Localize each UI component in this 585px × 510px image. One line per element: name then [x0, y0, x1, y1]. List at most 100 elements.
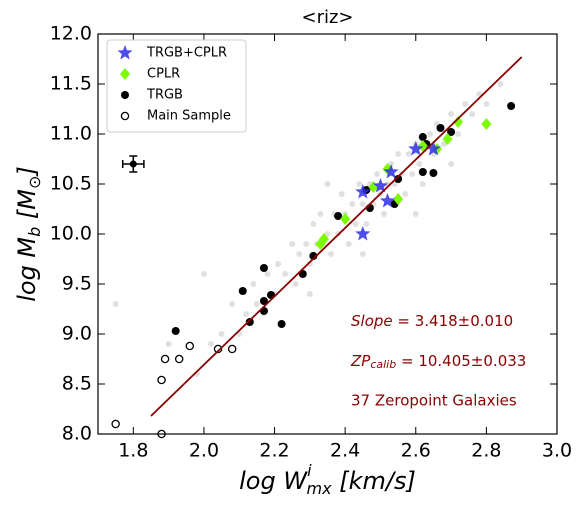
- main-sample-point: [120, 111, 130, 121]
- sample-point: [345, 241, 352, 247]
- sample-point: [296, 251, 303, 257]
- zp-annotation: ZPcalib = 10.405±0.033: [350, 352, 526, 372]
- trgb-cplr-point: [425, 141, 441, 156]
- x-tick-label: 1.8: [118, 440, 148, 462]
- sample-point: [218, 331, 225, 337]
- cplr-point: [120, 68, 130, 80]
- y-tick-label: 9.0: [62, 323, 92, 345]
- sample-point: [395, 151, 402, 157]
- sample-point: [243, 311, 250, 317]
- y-label-unit: [M: [13, 189, 41, 227]
- sample-point: [282, 271, 289, 277]
- zp-value: = 10.405±0.033: [396, 352, 526, 370]
- sample-point: [328, 251, 335, 257]
- sample-point: [317, 211, 324, 217]
- x-axis-label: log Wi mx [km/s]: [239, 461, 416, 498]
- x-tick-label: 2.2: [259, 440, 289, 462]
- sample-point: [469, 111, 476, 117]
- sample-point: [462, 101, 469, 107]
- cplr-point: [442, 133, 453, 145]
- y-label-unit-end: ]: [13, 166, 41, 176]
- main-sample-point: [160, 354, 170, 364]
- trgb-point: [429, 169, 438, 177]
- y-tick-label: 11.0: [50, 123, 92, 145]
- cplr-point: [417, 140, 428, 152]
- x-tick-label: 2.8: [471, 440, 501, 462]
- x-label-sup: i: [307, 461, 312, 480]
- trgb-point: [245, 318, 254, 326]
- trgb-point: [259, 297, 268, 305]
- sample-point: [310, 221, 317, 227]
- x-tick-label: 3.0: [542, 440, 572, 462]
- trgb-point: [238, 287, 247, 295]
- main-sample-point: [227, 344, 237, 354]
- sample-point: [419, 181, 426, 187]
- trgb-cplr-point: [117, 45, 133, 60]
- y-tick-label: 8.5: [62, 373, 92, 395]
- trgb-point: [507, 102, 516, 110]
- sample-point: [405, 151, 412, 157]
- sample-point: [264, 271, 271, 277]
- sample-point: [292, 281, 299, 287]
- main-sample-point: [213, 344, 223, 354]
- sample-point: [250, 281, 257, 287]
- x-tick-label: 2.4: [330, 440, 360, 462]
- fit-line: [150, 56, 523, 417]
- sample-point: [352, 221, 359, 227]
- legend-box: [106, 39, 247, 133]
- sample-point: [289, 241, 296, 247]
- cplr-point: [481, 118, 492, 130]
- sample-point: [165, 341, 172, 347]
- legend-label: TRGB+CPLR: [146, 46, 227, 61]
- sample-point: [306, 291, 313, 297]
- trgb-point: [277, 320, 286, 328]
- sample-point: [455, 131, 462, 137]
- error-point: [129, 160, 137, 168]
- sample-point: [112, 301, 119, 307]
- zp-sub: calib: [370, 358, 396, 371]
- trgb-point: [436, 124, 445, 132]
- x-label-sub: mx: [307, 479, 333, 498]
- sample-point: [402, 191, 409, 197]
- trgb-point: [334, 212, 343, 220]
- sample-point: [412, 211, 419, 217]
- trgb-point: [171, 327, 180, 335]
- trgb-point: [447, 128, 456, 136]
- sample-point: [416, 161, 423, 167]
- x-label-unit: [km/s]: [332, 467, 416, 495]
- sample-point: [448, 111, 455, 117]
- trgb-point: [121, 91, 129, 99]
- sample-point: [426, 131, 433, 137]
- sample-point: [483, 101, 490, 107]
- cplr-point: [340, 213, 351, 225]
- sample-point: [207, 341, 214, 347]
- cplr-point: [318, 233, 329, 245]
- legend-label: TRGB: [146, 88, 183, 103]
- trgb-cplr-point: [408, 141, 424, 156]
- sample-point: [349, 201, 356, 207]
- zp-name: ZP: [350, 352, 371, 370]
- cplr-point: [393, 193, 404, 205]
- sample-point: [448, 161, 455, 167]
- trgb-point: [394, 175, 403, 183]
- slope-name: Slope: [351, 312, 393, 330]
- sample-point: [497, 81, 504, 87]
- chart-title: <riz>: [301, 7, 353, 28]
- trgb-point: [418, 133, 427, 141]
- sample-point: [324, 181, 331, 187]
- y-tick-label: 11.5: [50, 73, 92, 95]
- x-tick-label: 2.0: [189, 440, 219, 462]
- sample-point: [253, 301, 260, 307]
- sample-point: [363, 221, 370, 227]
- sample-point: [275, 261, 282, 267]
- main-sample-point: [174, 354, 184, 364]
- trgb-cplr-point: [372, 178, 389, 193]
- y-tick-label: 10.5: [50, 173, 92, 195]
- legend-label: CPLR: [147, 67, 180, 82]
- main-sample-point: [111, 419, 120, 429]
- sample-point: [373, 171, 380, 177]
- sample-point: [359, 201, 366, 207]
- y-label-unit-sub: ⊙: [25, 176, 44, 189]
- cplr-point: [453, 116, 464, 128]
- sample-point: [303, 241, 310, 247]
